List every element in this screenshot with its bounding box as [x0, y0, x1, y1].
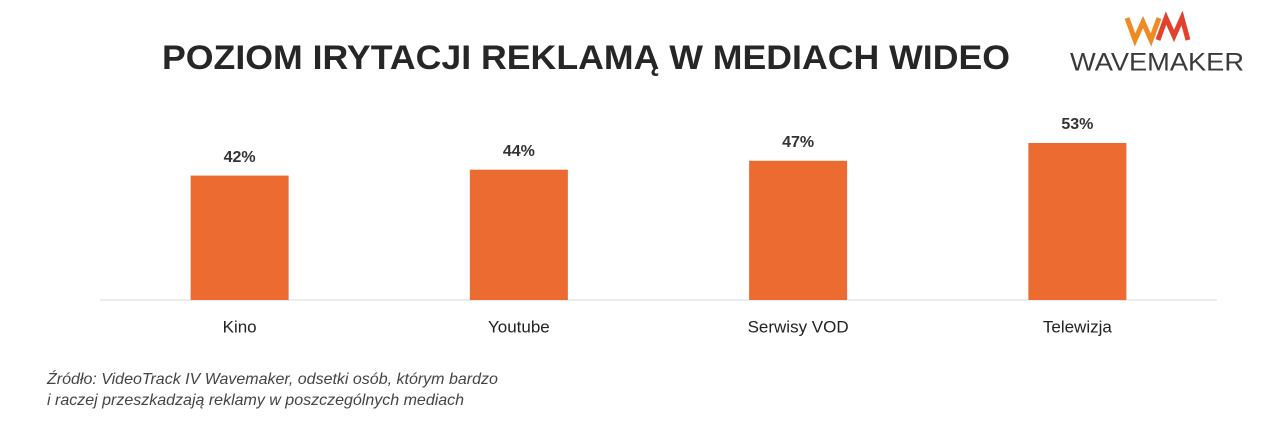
bar: [749, 160, 848, 300]
x-tick-label: Kino: [223, 317, 257, 336]
x-tick-label: Serwisy VOD: [748, 317, 849, 336]
source-note: i raczej przeszkadzają reklamy w poszcze…: [47, 392, 464, 409]
logo-text: WAVEMAKER: [1070, 49, 1244, 77]
value-label: 53%: [1061, 116, 1093, 133]
bar: [190, 175, 289, 300]
x-tick-label: Telewizja: [1043, 317, 1113, 336]
x-tick-label: Youtube: [488, 317, 550, 336]
value-label: 44%: [503, 143, 535, 160]
chart-title: POZIOM IRYTACJI REKLAMĄ W MEDIACH WIDEO: [162, 39, 1010, 77]
value-label: 42%: [224, 149, 256, 166]
value-label: 47%: [782, 134, 814, 151]
logo-icon: [1124, 10, 1191, 47]
source-note: Źródło: VideoTrack IV Wavemaker, odsetki…: [46, 369, 498, 388]
bar: [469, 169, 568, 300]
bar: [1028, 143, 1127, 300]
